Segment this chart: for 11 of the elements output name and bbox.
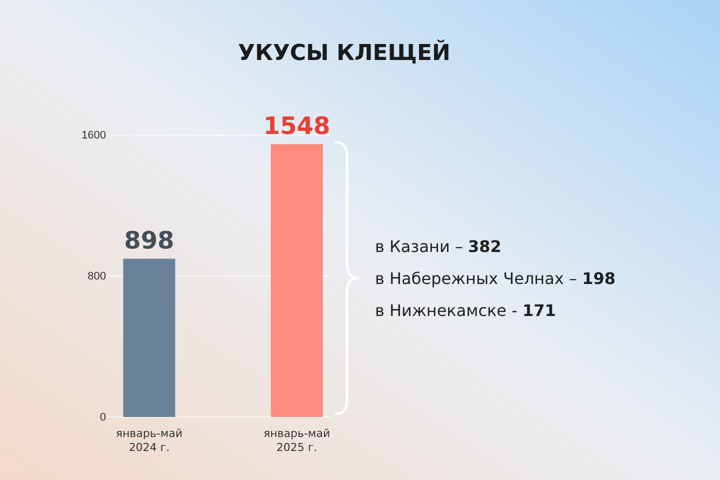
- data-label: 1548: [263, 112, 330, 140]
- text: в Набережных Челнах – 198: [375, 269, 616, 288]
- text: в Казани – 382: [375, 237, 502, 256]
- data-label: 898: [124, 226, 174, 255]
- chart-title: УКУСЫ КЛЕЩЕЙ: [238, 39, 450, 66]
- text: в Нижнекамске - 171: [375, 301, 556, 320]
- y-tick-label: 1600: [82, 130, 106, 142]
- y-tick-label: 800: [88, 270, 106, 283]
- y-tick-label: 0: [100, 412, 106, 424]
- x-tick-label: январь-май 2024 г.: [116, 427, 183, 454]
- x-tick-label: январь-май 2025 г.: [263, 427, 330, 454]
